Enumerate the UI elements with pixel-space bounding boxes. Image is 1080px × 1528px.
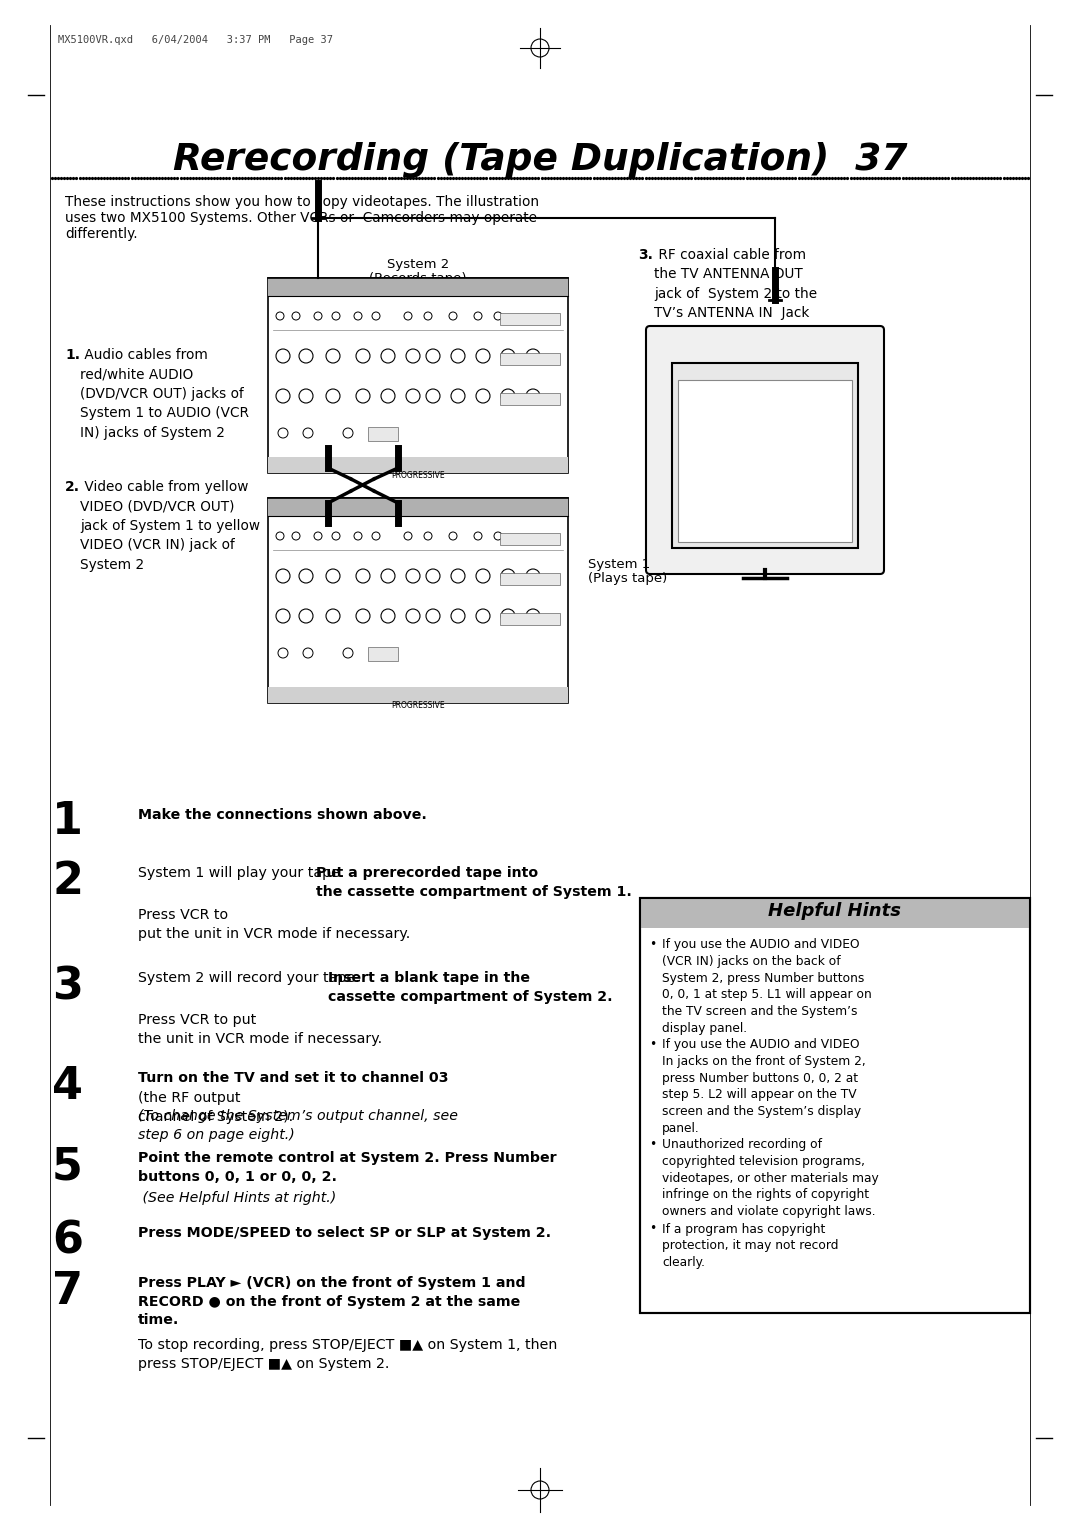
Text: System 1: System 1 bbox=[588, 558, 650, 571]
Text: Turn on the TV and set it to channel 03: Turn on the TV and set it to channel 03 bbox=[138, 1071, 448, 1085]
Text: System 1 will play your tape.: System 1 will play your tape. bbox=[138, 866, 349, 880]
Bar bbox=[500, 313, 561, 325]
Text: Press VCR to
put the unit in VCR mode if necessary.: Press VCR to put the unit in VCR mode if… bbox=[138, 908, 410, 941]
Text: 4: 4 bbox=[52, 1065, 83, 1108]
Bar bbox=[500, 573, 561, 585]
Text: Press VCR to put
the unit in VCR mode if necessary.: Press VCR to put the unit in VCR mode if… bbox=[138, 1013, 382, 1045]
Text: 2: 2 bbox=[52, 860, 83, 903]
Text: 3: 3 bbox=[52, 966, 83, 1008]
Text: (Plays tape): (Plays tape) bbox=[588, 571, 667, 585]
Text: PROGRESSIVE: PROGRESSIVE bbox=[391, 471, 445, 480]
Text: (the RF output
channel of System 2).: (the RF output channel of System 2). bbox=[138, 1091, 298, 1123]
Text: Point the remote control at System 2. Press Number
buttons 0, 0, 1 or 0, 0, 2.: Point the remote control at System 2. Pr… bbox=[138, 1151, 556, 1184]
Bar bbox=[640, 898, 1030, 1313]
Text: System 2: System 2 bbox=[387, 258, 449, 270]
Text: differently.: differently. bbox=[65, 228, 137, 241]
Text: System 2 will record your tape.: System 2 will record your tape. bbox=[138, 970, 364, 986]
Text: To stop recording, press STOP/EJECT ■▲ on System 1, then
press STOP/EJECT ■▲ on : To stop recording, press STOP/EJECT ■▲ o… bbox=[138, 1339, 557, 1371]
Text: MX5100VR.qxd   6/04/2004   3:37 PM   Page 37: MX5100VR.qxd 6/04/2004 3:37 PM Page 37 bbox=[58, 35, 333, 44]
Text: Unauthorized recording of
copyrighted television programs,
videotapes, or other : Unauthorized recording of copyrighted te… bbox=[662, 1138, 879, 1218]
Bar bbox=[678, 380, 852, 542]
Bar bbox=[268, 278, 568, 296]
Text: 1: 1 bbox=[52, 801, 83, 843]
Text: •: • bbox=[650, 1138, 661, 1151]
Text: uses two MX5100 Systems. Other VCRs or  Camcorders may operate: uses two MX5100 Systems. Other VCRs or C… bbox=[65, 211, 537, 225]
Text: If a program has copyright
protection, it may not record
clearly.: If a program has copyright protection, i… bbox=[662, 1222, 838, 1270]
Text: PROGRESSIVE: PROGRESSIVE bbox=[391, 701, 445, 711]
Text: 1.: 1. bbox=[65, 348, 80, 362]
Bar bbox=[368, 426, 399, 442]
Bar bbox=[268, 688, 568, 703]
Text: •: • bbox=[650, 1038, 661, 1051]
Bar bbox=[500, 353, 561, 365]
Bar bbox=[500, 533, 561, 545]
Bar bbox=[640, 898, 1030, 927]
Text: •: • bbox=[650, 1222, 661, 1236]
Bar bbox=[268, 498, 568, 703]
Text: Press MODE/SPEED to select SP or SLP at System 2.: Press MODE/SPEED to select SP or SLP at … bbox=[138, 1225, 551, 1241]
Text: If you use the AUDIO and VIDEO
(VCR IN) jacks on the back of
System 2, press Num: If you use the AUDIO and VIDEO (VCR IN) … bbox=[662, 938, 872, 1034]
Bar bbox=[268, 498, 568, 516]
Text: 5: 5 bbox=[52, 1144, 83, 1187]
Text: Helpful Hints: Helpful Hints bbox=[769, 902, 902, 920]
Bar bbox=[640, 898, 1030, 1313]
Text: Audio cables from
red/white AUDIO
(DVD/VCR OUT) jacks of
System 1 to AUDIO (VCR
: Audio cables from red/white AUDIO (DVD/V… bbox=[80, 348, 249, 440]
Bar bbox=[500, 613, 561, 625]
Text: Put a prerecorded tape into
the cassette compartment of System 1.: Put a prerecorded tape into the cassette… bbox=[316, 866, 633, 898]
Text: Make the connections shown above.: Make the connections shown above. bbox=[138, 808, 427, 822]
Text: 3.: 3. bbox=[638, 248, 653, 261]
Text: (To change the System’s output channel, see
step 6 on page eight.): (To change the System’s output channel, … bbox=[138, 1109, 458, 1141]
Bar bbox=[368, 646, 399, 662]
Text: Insert a blank tape in the
cassette compartment of System 2.: Insert a blank tape in the cassette comp… bbox=[328, 970, 613, 1004]
Bar bbox=[672, 364, 858, 549]
Text: •: • bbox=[650, 938, 661, 950]
Bar bbox=[268, 457, 568, 474]
Text: Press PLAY ► (VCR) on the front of System 1 and
RECORD ● on the front of System : Press PLAY ► (VCR) on the front of Syste… bbox=[138, 1276, 526, 1328]
Text: (Records tape): (Records tape) bbox=[369, 272, 467, 286]
Text: If you use the AUDIO and VIDEO
In jacks on the front of System 2,
press Number b: If you use the AUDIO and VIDEO In jacks … bbox=[662, 1038, 866, 1135]
Text: Rerecording (Tape Duplication)  37: Rerecording (Tape Duplication) 37 bbox=[173, 142, 907, 177]
Text: RF coaxial cable from
the TV ANTENNA OUT
jack of  System 2 to the
TV’s ANTENNA I: RF coaxial cable from the TV ANTENNA OUT… bbox=[654, 248, 818, 321]
FancyBboxPatch shape bbox=[646, 325, 885, 575]
Text: These instructions show you how to copy videotapes. The illustration: These instructions show you how to copy … bbox=[65, 196, 539, 209]
Text: Video cable from yellow
VIDEO (DVD/VCR OUT)
jack of System 1 to yellow
VIDEO (VC: Video cable from yellow VIDEO (DVD/VCR O… bbox=[80, 480, 260, 571]
Bar bbox=[268, 278, 568, 474]
Text: 2.: 2. bbox=[65, 480, 80, 494]
Text: 7: 7 bbox=[52, 1270, 83, 1313]
Bar bbox=[500, 393, 561, 405]
Text: 6: 6 bbox=[52, 1219, 83, 1264]
Text: (See Helpful Hints at right.): (See Helpful Hints at right.) bbox=[138, 1190, 336, 1206]
